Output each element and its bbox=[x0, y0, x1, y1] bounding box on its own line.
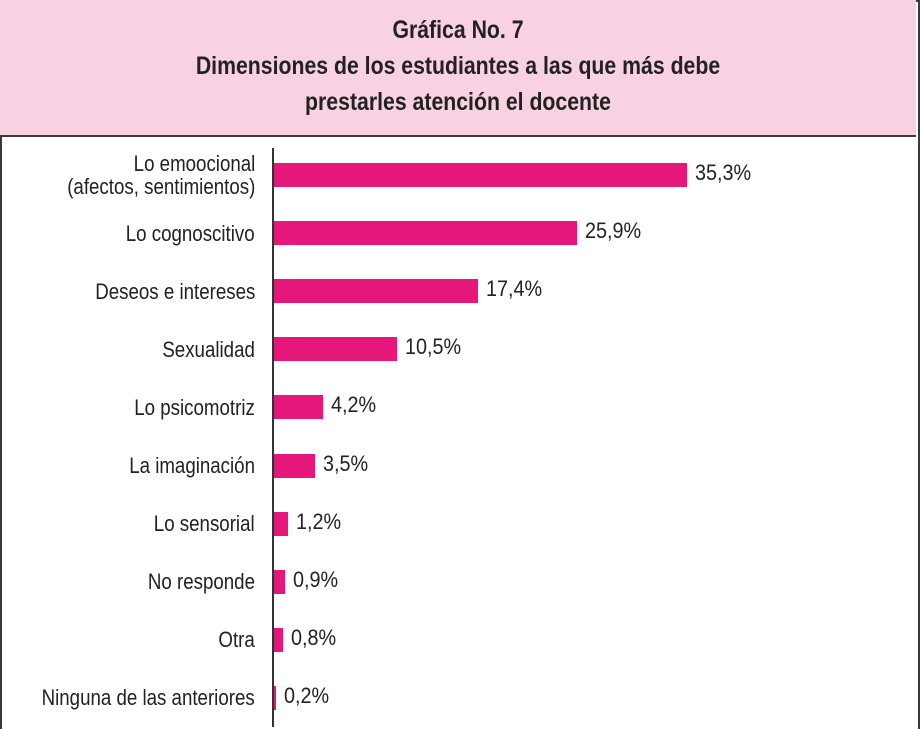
value-label: 17,4% bbox=[485, 276, 542, 302]
bar bbox=[274, 163, 687, 187]
value-label: 10,5% bbox=[404, 334, 461, 360]
category-label: Lo emoocional (afectos, sentimientos) bbox=[66, 151, 255, 199]
category-label: Deseos e intereses bbox=[94, 278, 255, 304]
chart-title: prestarles atención el docente bbox=[305, 88, 611, 116]
bar bbox=[274, 279, 478, 304]
value-label: 35,3% bbox=[695, 160, 752, 185]
category-label: Ninguna de las anteriores bbox=[41, 685, 255, 711]
header: Gráfica No. 7 Dimensiones de los estudian… bbox=[0, 0, 916, 137]
axis-line bbox=[272, 148, 274, 727]
bar bbox=[274, 569, 285, 594]
value-label: 1,2% bbox=[296, 508, 342, 534]
category-label: Lo cognoscitivo bbox=[126, 220, 255, 246]
value-label: 4,2% bbox=[331, 392, 377, 418]
value-label: 0,2% bbox=[284, 682, 330, 708]
value-label: 0,8% bbox=[291, 624, 337, 650]
value-label: 3,5% bbox=[322, 450, 369, 476]
bar bbox=[274, 627, 284, 652]
bar bbox=[274, 685, 277, 710]
title-spacer bbox=[0, 0, 916, 12]
bar bbox=[274, 395, 324, 420]
chart-title: Gráfica No. 7 bbox=[392, 16, 524, 44]
category-label: Lo sensorial bbox=[154, 511, 255, 537]
category-label: La imaginación bbox=[129, 453, 255, 478]
value-label: 0,9% bbox=[292, 566, 338, 592]
bar bbox=[274, 453, 315, 478]
chart-title: Dimensiones de los estudiantes a las que… bbox=[195, 52, 721, 80]
bar bbox=[274, 221, 578, 246]
bar bbox=[274, 337, 397, 362]
bar bbox=[274, 511, 289, 536]
category-label: Lo psicomotriz bbox=[134, 394, 255, 420]
value-label: 25,9% bbox=[585, 218, 642, 244]
category-label: Otra bbox=[218, 627, 255, 653]
category-label: Sexualidad bbox=[162, 336, 255, 362]
category-label: No responde bbox=[147, 569, 255, 595]
